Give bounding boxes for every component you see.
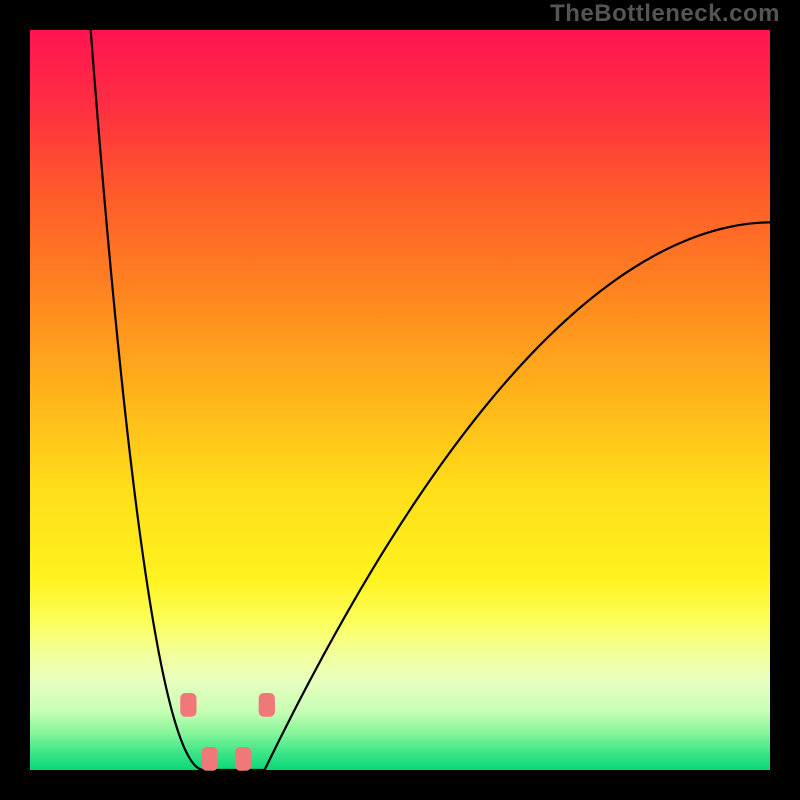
curve-marker: [259, 693, 275, 717]
chart-root: TheBottleneck.com: [0, 0, 800, 800]
curve-marker: [235, 747, 251, 771]
watermark-text: TheBottleneck.com: [550, 0, 780, 28]
curve-marker: [180, 693, 196, 717]
chart-svg: [0, 0, 800, 800]
curve-marker: [202, 747, 218, 771]
plot-area: [30, 30, 770, 770]
